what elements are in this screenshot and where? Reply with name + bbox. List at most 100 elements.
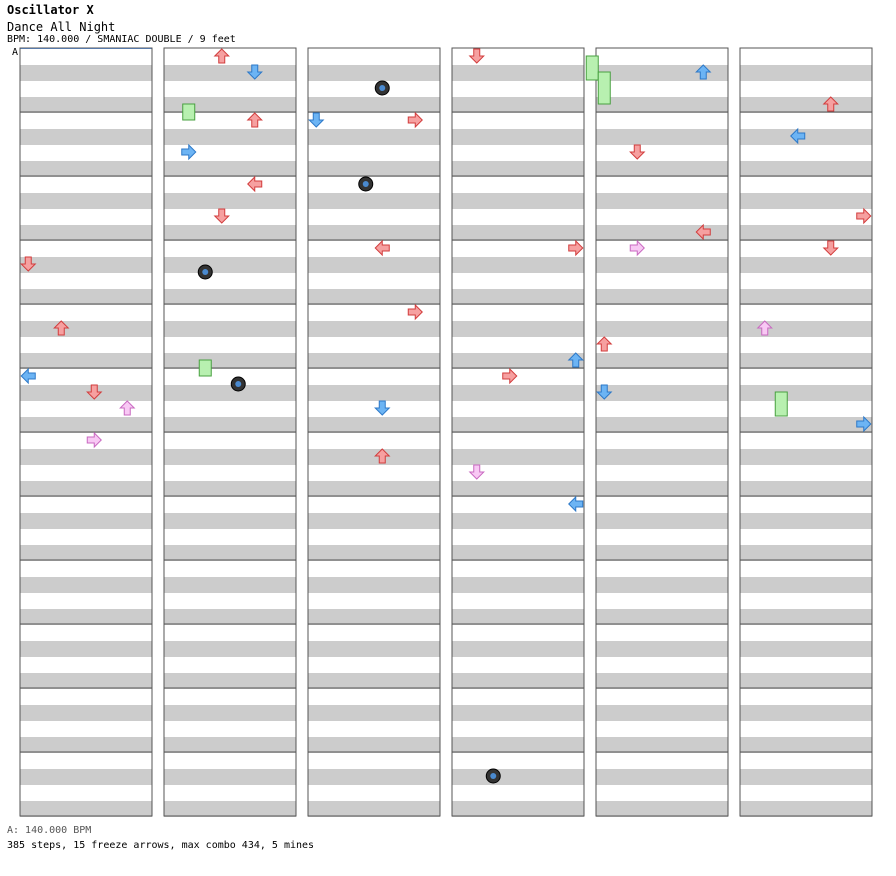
beat-band <box>20 753 152 769</box>
beat-band <box>20 337 152 353</box>
beat-band <box>452 113 584 129</box>
beat-band <box>740 305 872 321</box>
beat-band <box>164 385 296 401</box>
beat-band <box>740 241 872 257</box>
beat-band <box>596 385 728 401</box>
beat-band <box>452 257 584 273</box>
step-arrow <box>86 431 102 449</box>
step-arrow <box>790 127 806 145</box>
beat-band <box>164 289 296 305</box>
beat-band <box>20 545 152 561</box>
beat-band <box>740 449 872 465</box>
beat-band <box>740 129 872 145</box>
beat-band <box>740 801 872 817</box>
beat-band <box>308 401 440 417</box>
beat-band <box>20 273 152 289</box>
beat-band <box>596 433 728 449</box>
beat-band <box>308 65 440 81</box>
beat-band <box>164 209 296 225</box>
beat-band <box>596 449 728 465</box>
beat-band <box>596 65 728 81</box>
beat-band <box>596 657 728 673</box>
beat-band <box>596 513 728 529</box>
chart-column <box>307 47 441 817</box>
beat-band <box>452 545 584 561</box>
beat-band <box>308 337 440 353</box>
beat-band <box>20 209 152 225</box>
step-arrow <box>756 320 773 336</box>
beat-band <box>20 769 152 785</box>
beat-band <box>164 145 296 161</box>
beat-band <box>452 737 584 753</box>
beat-band <box>20 177 152 193</box>
beat-band <box>164 193 296 209</box>
beat-band <box>596 481 728 497</box>
step-arrow <box>856 207 872 225</box>
beat-band <box>164 417 296 433</box>
beat-band <box>20 305 152 321</box>
beat-band <box>164 673 296 689</box>
beat-band <box>596 81 728 97</box>
beat-band <box>740 753 872 769</box>
beat-band <box>452 337 584 353</box>
beat-band <box>20 417 152 433</box>
beat-band <box>452 209 584 225</box>
beat-band <box>452 97 584 113</box>
beat-band <box>740 273 872 289</box>
step-arrow <box>567 352 584 368</box>
beat-band <box>308 225 440 241</box>
beat-band <box>740 353 872 369</box>
step-arrow <box>695 64 712 80</box>
footer-bpm: A: 140.000 BPM <box>7 825 92 836</box>
beat-band <box>20 385 152 401</box>
beat-band <box>740 625 872 641</box>
beat-band <box>308 641 440 657</box>
beat-band <box>20 449 152 465</box>
mine-core <box>202 269 209 275</box>
beat-band <box>452 705 584 721</box>
beat-band <box>308 513 440 529</box>
beat-band <box>308 705 440 721</box>
beat-band <box>452 577 584 593</box>
beat-band <box>452 433 584 449</box>
beat-band <box>20 257 152 273</box>
beat-band <box>20 513 152 529</box>
step-arrow <box>502 367 518 385</box>
beat-band <box>452 449 584 465</box>
beat-band <box>164 369 296 385</box>
mine-core <box>379 85 386 91</box>
beat-band <box>452 753 584 769</box>
beat-band <box>452 465 584 481</box>
beat-band <box>164 129 296 145</box>
beat-band <box>596 273 728 289</box>
step-arrow <box>213 48 230 64</box>
beat-band <box>164 641 296 657</box>
beat-band <box>740 497 872 513</box>
beat-band <box>20 353 152 369</box>
beat-band <box>308 385 440 401</box>
beat-band <box>596 593 728 609</box>
beat-band <box>164 65 296 81</box>
beat-band <box>20 721 152 737</box>
beat-band <box>740 785 872 801</box>
beat-band <box>164 321 296 337</box>
beat-band <box>164 737 296 753</box>
beat-band <box>452 689 584 705</box>
beat-band <box>596 97 728 113</box>
beat-band <box>740 513 872 529</box>
beat-band <box>452 769 584 785</box>
beat-band <box>308 785 440 801</box>
step-arrow <box>374 448 391 464</box>
beat-band <box>164 257 296 273</box>
step-arrow <box>468 48 485 64</box>
beat-band <box>164 81 296 97</box>
beat-band <box>452 241 584 257</box>
step-arrow <box>596 336 613 352</box>
beat-band <box>452 593 584 609</box>
beat-band <box>740 577 872 593</box>
step-arrow <box>629 239 645 257</box>
beat-band <box>740 561 872 577</box>
beat-band <box>164 545 296 561</box>
beat-band <box>308 769 440 785</box>
beat-band <box>740 113 872 129</box>
